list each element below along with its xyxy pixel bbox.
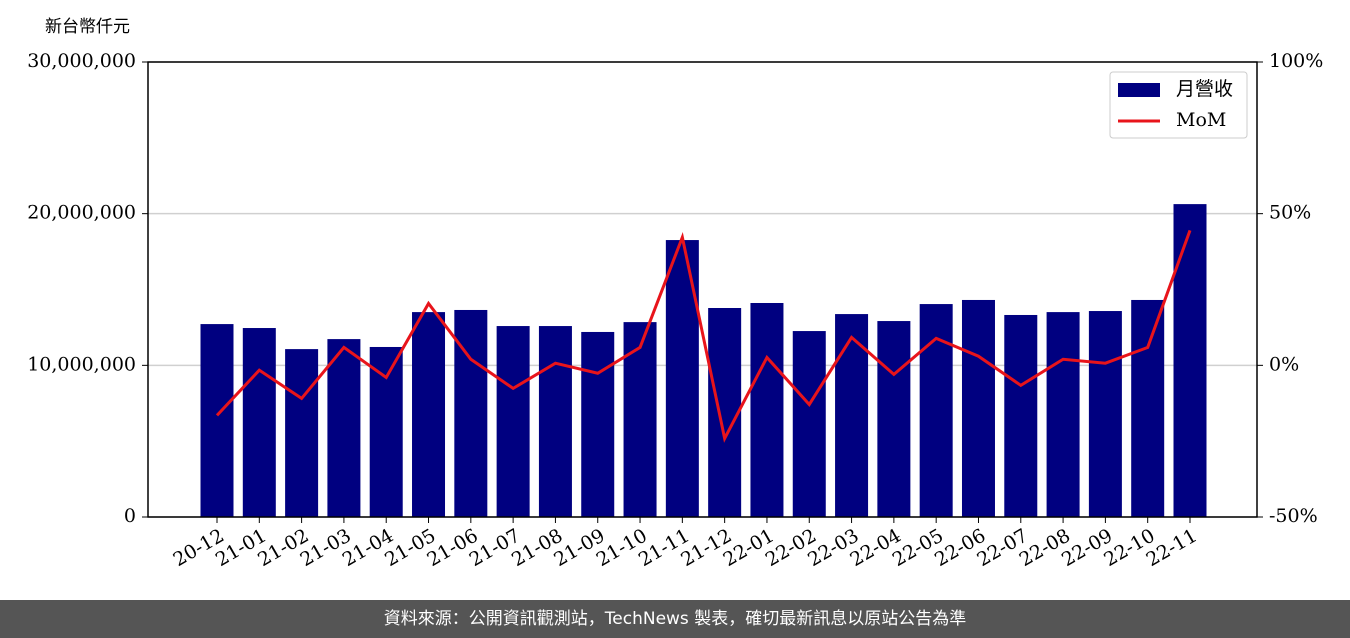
bar: [242, 328, 276, 517]
bar: [835, 314, 869, 517]
bar: [877, 321, 911, 517]
y-tick-label: 10,000,000: [27, 353, 136, 375]
plot-frame: [147, 61, 1258, 518]
bar: [369, 346, 403, 517]
y2-tick-label: 50%: [1269, 202, 1311, 224]
y2-tick-label: 100%: [1269, 50, 1323, 72]
bar: [708, 308, 742, 517]
bar: [961, 299, 995, 517]
bar: [538, 326, 572, 517]
line: [215, 229, 1192, 443]
legend-label: MoM: [1176, 109, 1226, 131]
bar: [496, 326, 530, 517]
bar: [919, 304, 953, 517]
legend-label: 月營收: [1176, 78, 1233, 100]
bar: [1173, 204, 1207, 517]
footer: 資料來源：公開資訊觀測站，TechNews 製表，確切最新訊息以原站公告為準: [0, 600, 1350, 638]
bar: [327, 339, 361, 517]
y-axis-title: 新台幣仟元: [45, 17, 130, 37]
bar: [581, 331, 615, 517]
bar: [454, 309, 488, 517]
bar: [1046, 312, 1080, 517]
y2-tick-label: -50%: [1269, 505, 1318, 527]
bar: [285, 349, 319, 517]
y-tick-label: 0: [124, 505, 136, 527]
legend: 月營收 MoM: [1109, 71, 1248, 139]
y2-tick-label: 0%: [1269, 353, 1299, 375]
bar: [1004, 314, 1038, 517]
bar: [792, 331, 826, 517]
bar: [1131, 299, 1165, 517]
bar: [1088, 311, 1122, 517]
chart: 新台幣仟元 0 10,000,000 20,000,000 30,000,000 -50…: [27, 17, 1323, 571]
legend-swatch: [1118, 83, 1160, 97]
bar: [412, 312, 446, 517]
y-tick-label: 30,000,000: [27, 50, 136, 72]
bar: [623, 322, 657, 517]
bar: [200, 324, 234, 517]
bar: [750, 302, 784, 517]
bar: [665, 240, 699, 517]
y-tick-label: 20,000,000: [27, 202, 136, 224]
